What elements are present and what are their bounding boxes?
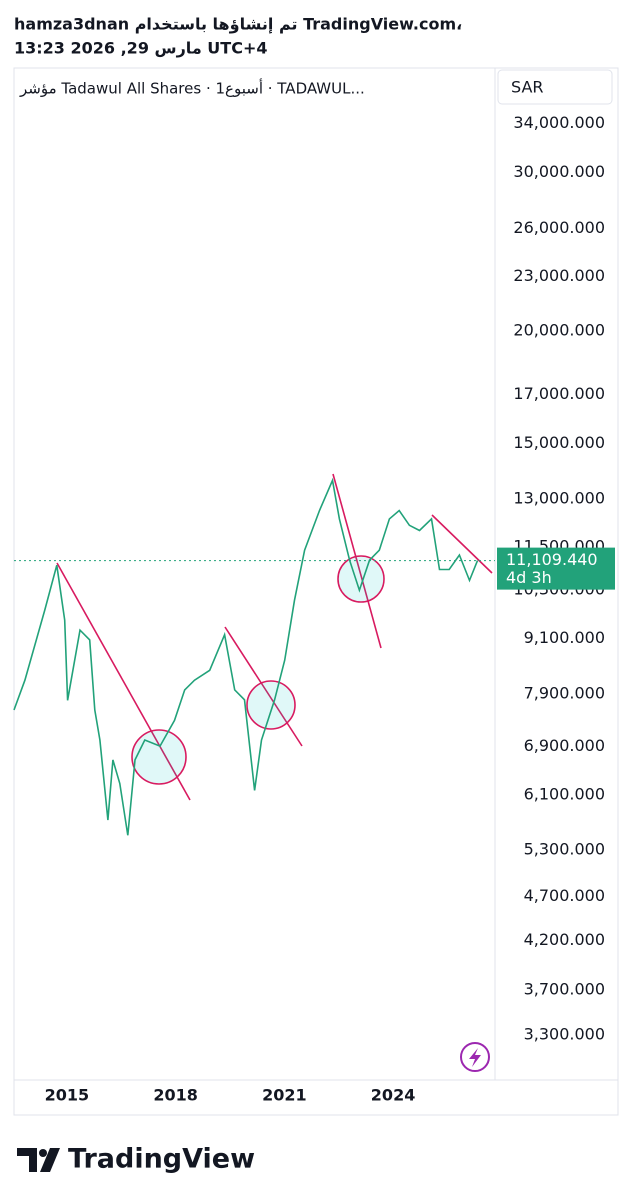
y-tick-label: 20,000.000 <box>513 320 605 339</box>
chart-frame <box>13 67 619 1116</box>
y-tick-label: 4,200.000 <box>524 930 605 949</box>
y-tick-label: 3,700.000 <box>524 980 605 999</box>
last-price-box <box>497 547 615 590</box>
y-tick-label: 6,900.000 <box>524 736 605 755</box>
chart-title: مؤشر Tadawul All Shares · 1أسبوع · TADAW… <box>19 79 365 98</box>
x-tick-label: 2018 <box>153 1086 198 1105</box>
lightning-icon <box>460 1042 490 1072</box>
x-tick-label: 2021 <box>262 1086 307 1105</box>
x-tick-label: 2024 <box>371 1086 416 1105</box>
y-tick-label: 30,000.000 <box>513 162 605 181</box>
y-tick-label: 17,000.000 <box>513 384 605 403</box>
last-price-label: 11,109.440 <box>506 550 598 569</box>
trend-line <box>224 626 303 747</box>
footer-logo <box>17 1148 60 1172</box>
y-tick-label: 13,000.000 <box>513 489 605 508</box>
highlight-circle <box>337 555 385 603</box>
countdown: 4d 3h <box>506 568 552 587</box>
currency: SAR <box>511 78 544 97</box>
y-tick-label: 5,300.000 <box>524 839 605 858</box>
trend-line <box>431 514 493 574</box>
footer-brand: TradingView <box>68 1144 255 1175</box>
price-line <box>13 477 479 836</box>
header-line: 13:23 2026 ,29 مارس UTC+4 <box>14 39 267 58</box>
annotations <box>56 473 493 801</box>
y-tick-label: 34,000.000 <box>513 113 605 132</box>
y-tick-label: 26,000.000 <box>513 218 605 237</box>
header-line: hamza3dnan تم إنشاؤها باستخدام TradingVi… <box>14 15 462 34</box>
highlight-circle <box>246 680 296 730</box>
currency-box <box>497 69 613 105</box>
highlight-circle <box>131 729 187 785</box>
y-tick-label: 4,700.000 <box>524 886 605 905</box>
y-tick-label: 6,100.000 <box>524 784 605 803</box>
y-tick-label: 23,000.000 <box>513 266 605 285</box>
y-tick-label: 15,000.000 <box>513 433 605 452</box>
y-tick-label: 9,100.000 <box>524 628 605 647</box>
x-tick-label: 2015 <box>45 1086 90 1105</box>
y-tick-label: 7,900.000 <box>524 683 605 702</box>
y-tick-label: 3,300.000 <box>524 1024 605 1043</box>
trend-line <box>332 473 382 649</box>
trend-line <box>56 562 191 801</box>
